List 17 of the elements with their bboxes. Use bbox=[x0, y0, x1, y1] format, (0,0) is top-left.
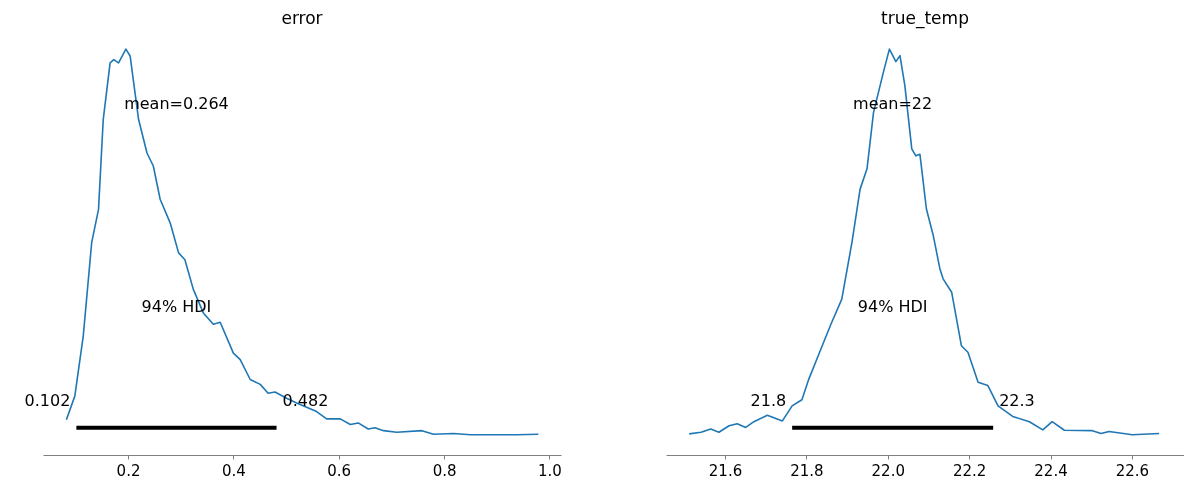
x-tick-label: 21.6 bbox=[708, 461, 743, 480]
x-tick-label: 21.8 bbox=[790, 461, 824, 480]
chart-title: error bbox=[281, 8, 323, 28]
x-tick-label: 0.4 bbox=[221, 461, 246, 480]
x-tick-label: 22.4 bbox=[1034, 461, 1068, 480]
x-tick-label: 0.6 bbox=[327, 461, 352, 480]
x-tick-label: 22.2 bbox=[952, 461, 987, 480]
x-tick-label: 0.2 bbox=[116, 461, 141, 480]
x-tick-label: 22.0 bbox=[871, 461, 905, 480]
annotation: 21.8 bbox=[750, 390, 787, 410]
chart-title: true_temp bbox=[881, 8, 969, 29]
x-tick-label: 0.8 bbox=[432, 461, 457, 480]
x-tick-label: 1.0 bbox=[537, 461, 562, 480]
annotation: 94% HDI bbox=[857, 297, 928, 316]
annotation: 0.102 bbox=[24, 390, 71, 410]
annotation: 22.3 bbox=[999, 390, 1035, 410]
x-tick-label: 22.6 bbox=[1115, 461, 1150, 480]
